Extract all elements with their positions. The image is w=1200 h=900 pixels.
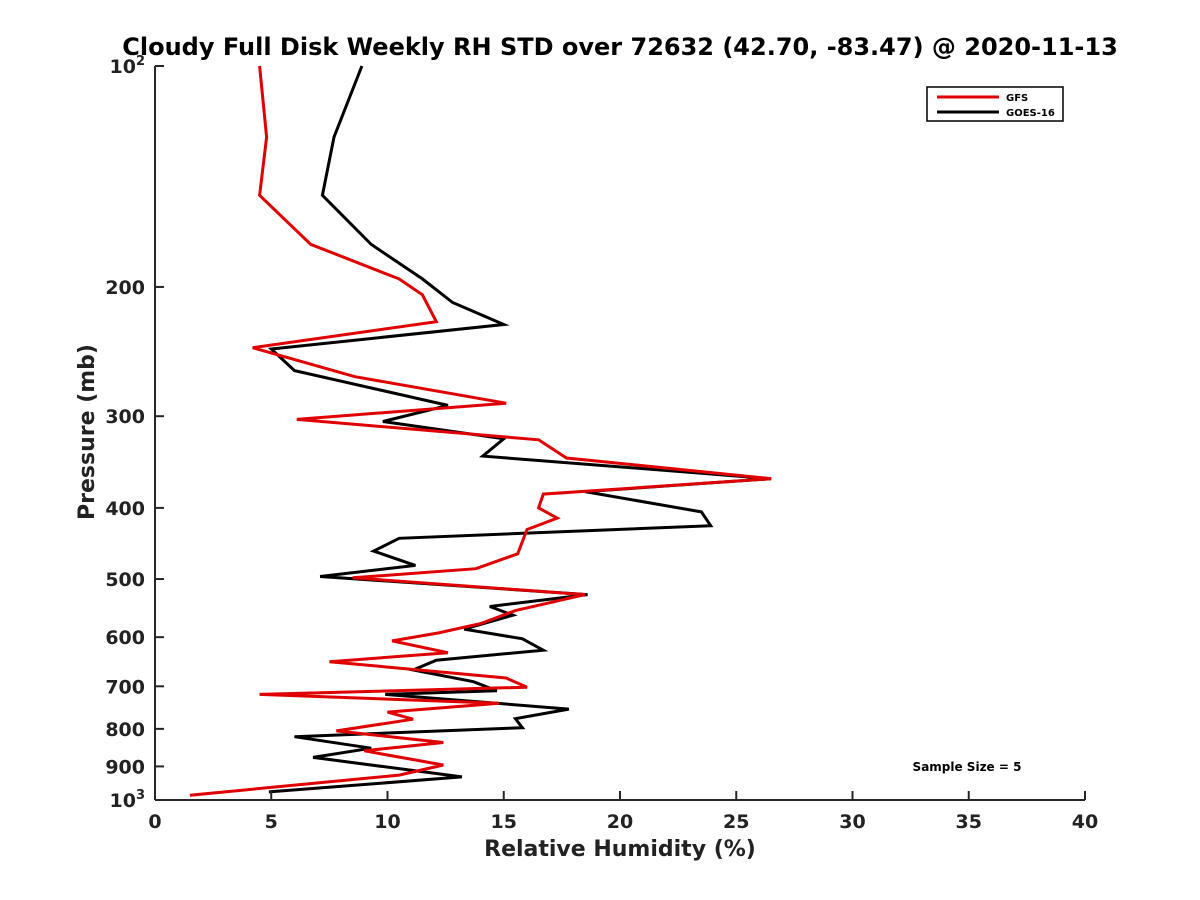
y-tick-label: 103 xyxy=(110,788,146,812)
y-tick-label: 600 xyxy=(105,627,145,649)
y-tick-label: 200 xyxy=(105,277,145,299)
y-tick-label: 500 xyxy=(105,569,145,591)
chart-title: Cloudy Full Disk Weekly RH STD over 7263… xyxy=(122,33,1118,61)
x-tick-label: 30 xyxy=(839,811,865,833)
legend-label-gfs: GFS xyxy=(1006,93,1028,104)
y-tick-label: 900 xyxy=(105,756,145,778)
legend: GFS GOES-16 xyxy=(926,86,1064,122)
series-line-gfs xyxy=(189,65,772,797)
x-tick-label: 35 xyxy=(956,811,982,833)
x-tick-label: 20 xyxy=(607,811,633,833)
x-tick-label: 0 xyxy=(148,811,161,833)
series-layer xyxy=(189,65,772,797)
series-line-goes-16 xyxy=(267,65,772,794)
y-tick-label: 800 xyxy=(105,719,145,741)
y-axis-label: Pressure (mb) xyxy=(75,344,100,520)
x-axis-ticks: 0 5 10 15 20 25 30 35 40 xyxy=(148,791,1098,833)
legend-box xyxy=(926,86,1064,122)
y-tick-label: 400 xyxy=(105,498,145,520)
x-tick-label: 25 xyxy=(723,811,749,833)
axes xyxy=(154,66,1085,801)
y-tick-label: 700 xyxy=(105,676,145,698)
x-tick-label: 40 xyxy=(1072,811,1098,833)
x-tick-label: 10 xyxy=(374,811,400,833)
y-tick-label: 102 xyxy=(110,54,146,78)
x-tick-label: 15 xyxy=(491,811,517,833)
x-tick-label: 5 xyxy=(265,811,278,833)
sample-size-annotation: Sample Size = 5 xyxy=(913,760,1022,774)
legend-label-goes-16: GOES-16 xyxy=(1006,108,1055,119)
y-axis-ticks: 102 200 300 400 500 600 700 800 900 103 xyxy=(105,54,164,812)
x-axis-label: Relative Humidity (%) xyxy=(484,837,756,862)
y-tick-label: 300 xyxy=(105,406,145,428)
